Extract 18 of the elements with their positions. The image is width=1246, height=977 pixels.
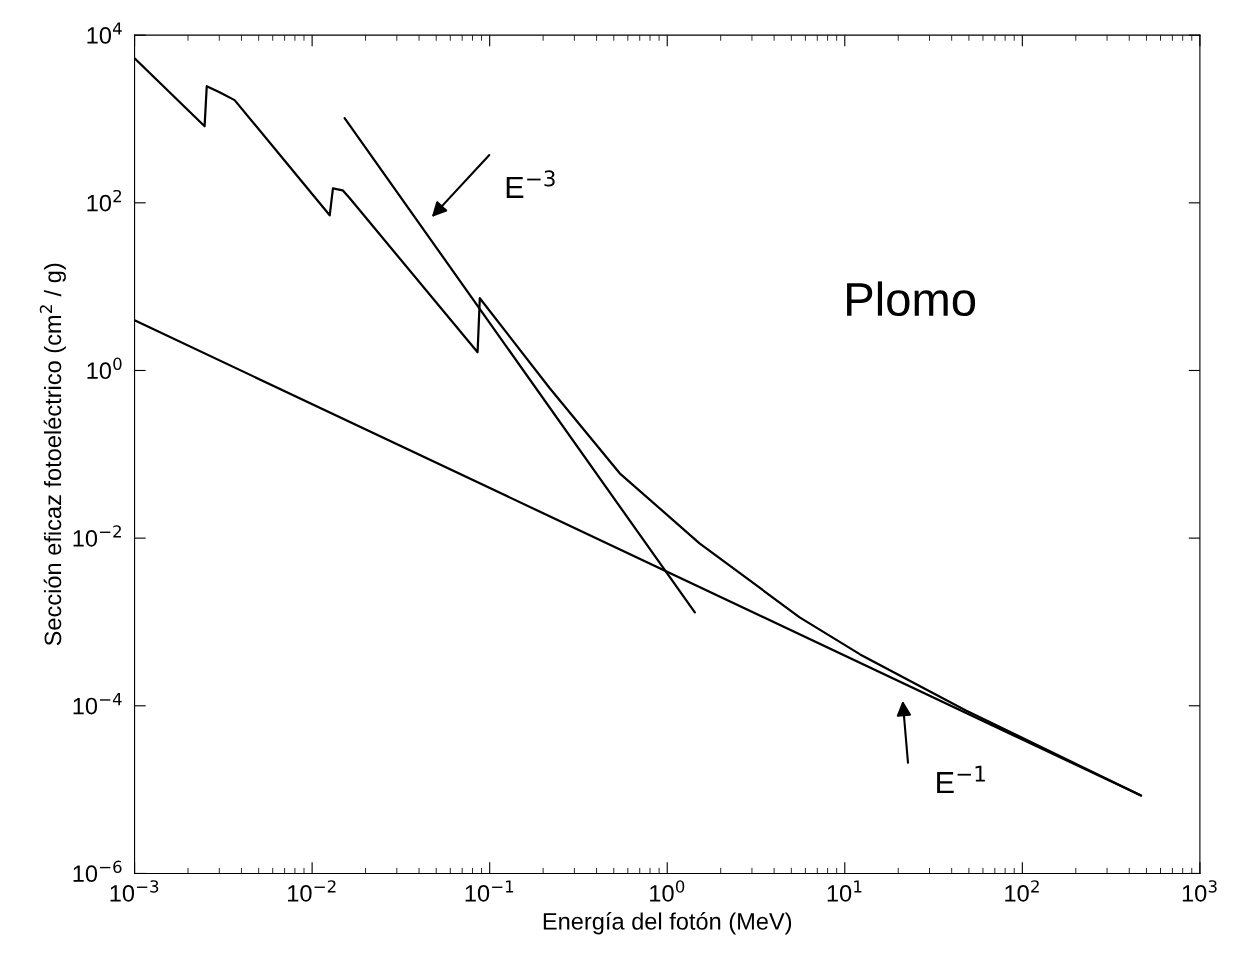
x-tick-label: 10$^{−1}$ [465,880,514,902]
y-tick-label: 10$^{4}$ [87,22,122,44]
y-tick-label: 10$^{0}$ [87,357,122,380]
x-tick-label: 10$^{−3}$ [110,880,159,902]
annotation: Plomo [847,281,976,317]
x-tick-label: 10$^{0}$ [650,880,685,902]
x-tick-label: 10$^{−2}$ [288,880,336,902]
annotation: E$^{−1}$ [937,765,985,794]
y-axis-title: Sección eficaz fotoeléctrico (cm$^{2}$ / g) [39,263,66,646]
annotation: E$^{−3}$ [506,170,555,198]
x-tick-label: 10$^{1}$ [827,880,862,902]
y-tick-label: 10$^{2}$ [87,189,122,212]
x-tick-label: 10$^{2}$ [1005,880,1039,902]
y-tick-label: 10$^{−6}$ [73,860,122,883]
y-tick-label: 10$^{−4}$ [73,693,122,715]
y-tick-label: 10$^{−2}$ [73,525,121,547]
x-axis-title: Energía del fotón (MeV) [543,912,792,935]
x-tick-label: 10$^{3}$ [1182,880,1217,902]
